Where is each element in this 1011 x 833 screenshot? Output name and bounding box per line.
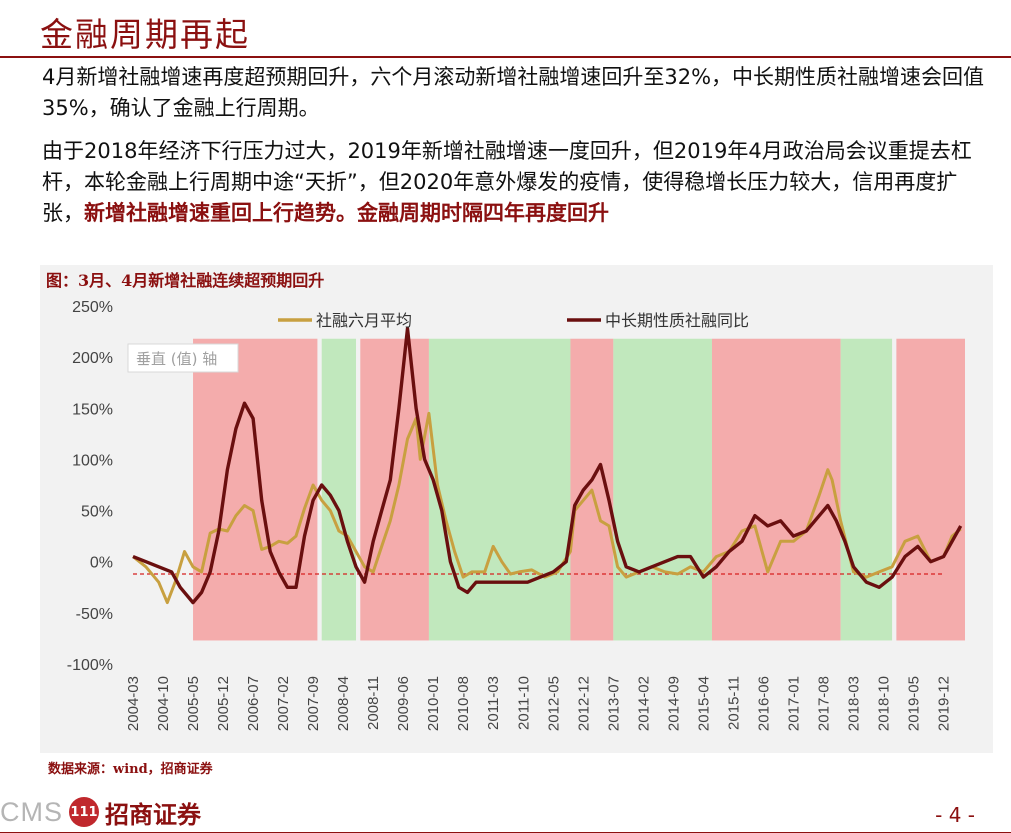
x-tick-label: 2015-11: [725, 676, 742, 730]
regime-band: [840, 338, 893, 641]
logo-emblem-icon: 111: [69, 797, 99, 827]
x-tick-label: 2019-05: [906, 676, 923, 731]
legend-label: 社融六月平均: [316, 311, 412, 330]
x-tick-label: 2004-03: [125, 676, 142, 731]
y-tick-label: 100%: [72, 452, 113, 469]
chart-caption: 图：3月、4月新增社融连续超预期回升: [46, 271, 325, 290]
x-tick-label: 2013-07: [605, 676, 622, 731]
axis-placeholder-text: 垂直 (值) 轴: [136, 350, 217, 368]
y-tick-label: 250%: [72, 299, 113, 316]
x-tick-label: 2014-09: [665, 676, 682, 731]
regime-band: [896, 338, 965, 641]
regime-band: [428, 338, 571, 641]
paragraph-summary: 4月新增社融增速再度超预期回升，六个月滚动新增社融增速回升至32%，中长期性质社…: [42, 65, 985, 120]
page-number: - 4 -: [935, 803, 975, 827]
title-divider: [0, 56, 1011, 58]
x-axis: 2004-03 2004-10 2005-05 2005-12 2006-07 2007-…: [125, 676, 953, 731]
logo-company-name: 招商证券: [105, 799, 201, 829]
y-axis: -100% -50% 0% 50% 100% 150% 200% 250%: [67, 299, 113, 674]
x-tick-label: 2010-01: [425, 676, 442, 731]
x-tick-label: 2007-02: [275, 676, 292, 731]
paragraph-analysis-text: 由于2018年经济下行压力过大，2019年新增社融增速一度回升，但2019年4月…: [42, 139, 972, 225]
regime-bands: [193, 338, 965, 641]
x-tick-label: 2004-10: [155, 676, 172, 731]
regime-band: [193, 338, 318, 641]
x-tick-label: 2011-03: [485, 676, 502, 730]
x-tick-label: 2008-04: [335, 676, 352, 731]
x-tick-label: 2008-11: [365, 676, 382, 730]
x-tick-label: 2005-05: [185, 676, 202, 731]
y-tick-label: -100%: [67, 657, 113, 674]
x-tick-label: 2019-12: [936, 676, 953, 731]
data-source: 数据来源：wind，招商证券: [48, 762, 213, 777]
axis-title-placeholder[interactable]: 垂直 (值) 轴: [127, 343, 239, 373]
y-tick-label: 200%: [72, 350, 113, 367]
series-line-long-term-yoy: [132, 326, 963, 605]
x-tick-label: 2009-06: [395, 676, 412, 731]
paragraph-analysis: 由于2018年经济下行压力过大，2019年新增社融增速一度回升，但2019年4月…: [42, 136, 987, 229]
chart-legend: 社融六月平均 中长期性质社融同比: [278, 311, 749, 330]
y-tick-label: 150%: [72, 401, 113, 418]
paragraph-analysis-highlight: 新增社融增速重回上行趋势。金融周期时隔四年再度回升: [84, 201, 609, 225]
x-tick-label: 2014-02: [635, 676, 652, 731]
regime-band: [613, 338, 712, 641]
x-tick-label: 2010-08: [455, 676, 472, 731]
series-line-six-month-avg: [132, 411, 962, 605]
series-lines: [132, 326, 963, 605]
x-tick-label: 2012-05: [545, 676, 562, 731]
legend-label: 中长期性质社融同比: [605, 311, 749, 330]
regime-band: [711, 338, 841, 641]
x-tick-label: 2012-12: [575, 676, 592, 731]
line-chart: -100%-50%0%50%100%150%200%250% 2004-03 20…: [67, 299, 965, 731]
x-tick-label: 2007-09: [305, 676, 322, 731]
x-tick-label: 2011-10: [515, 676, 532, 730]
x-tick-label: 2017-01: [785, 676, 802, 731]
slide-title: 金融周期再起: [40, 15, 250, 54]
x-tick-label: 2018-03: [845, 676, 862, 731]
y-tick-label: -50%: [76, 606, 113, 623]
regime-band: [360, 338, 429, 641]
x-tick-label: 2005-12: [215, 676, 232, 731]
x-tick-label: 2015-04: [695, 676, 712, 731]
y-tick-label: 0%: [90, 555, 113, 572]
x-tick-label: 2018-10: [876, 676, 893, 731]
y-tick-label: 50%: [81, 504, 113, 521]
x-tick-label: 2006-07: [245, 676, 262, 731]
x-tick-label: 2016-06: [755, 676, 772, 731]
logo-text: CMS: [0, 796, 63, 827]
x-tick-label: 2017-08: [815, 676, 832, 731]
company-logo: CMS 111 招商证券: [0, 795, 201, 829]
